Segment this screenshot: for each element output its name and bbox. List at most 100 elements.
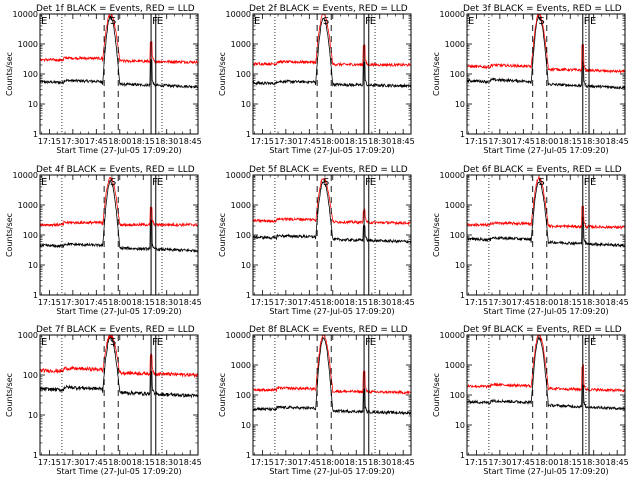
marker-f: F xyxy=(365,337,371,348)
marker-e: E xyxy=(590,337,596,348)
y-tick-label: 10000 xyxy=(13,171,38,180)
x-tick-label: 18:00 xyxy=(321,137,344,146)
x-tick-label: 18:15 xyxy=(132,458,155,467)
y-tick-label: 100 xyxy=(236,391,251,400)
x-tick-label: 17:45 xyxy=(298,298,321,307)
marker-e: E xyxy=(41,16,47,27)
x-tick-label: 18:30 xyxy=(582,137,605,146)
series-lld xyxy=(467,175,625,231)
y-tick-label: 10000 xyxy=(226,10,251,19)
plot-frame xyxy=(39,334,199,456)
x-tick-label: 17:45 xyxy=(298,137,321,146)
x-tick-label: 18:45 xyxy=(392,458,415,467)
y-axis-label: Counts/sec xyxy=(218,373,227,417)
series-lld xyxy=(253,177,411,226)
y-tick-label: 100 xyxy=(236,231,251,240)
series-lld xyxy=(40,177,198,228)
x-tick-label: 18:45 xyxy=(179,137,202,146)
curves xyxy=(40,335,198,399)
x-tick-label: 18:00 xyxy=(108,298,131,307)
panel-title: Det 6f BLACK = Events, RED = LLD xyxy=(463,165,622,175)
x-tick-label: 17:15 xyxy=(251,137,274,146)
x-axis-label: Start Time (27-Jul-05 17:09:20) xyxy=(56,146,181,155)
x-tick-label: 17:15 xyxy=(251,458,274,467)
marker-s: S xyxy=(110,177,116,188)
x-tick-label: 17:15 xyxy=(38,298,61,307)
x-tick-label: 18:45 xyxy=(392,137,415,146)
y-tick-label: 10 xyxy=(28,411,38,420)
x-tick-label: 18:15 xyxy=(559,298,582,307)
y-tick-label: 10 xyxy=(455,100,465,109)
x-axis-label: Start Time (27-Jul-05 17:09:20) xyxy=(56,307,181,316)
y-tick-label: 100 xyxy=(450,70,465,79)
panel-title: Det 1f BLACK = Events, RED = LLD xyxy=(36,4,195,14)
x-tick-label: 17:30 xyxy=(488,298,511,307)
series-events xyxy=(253,179,411,244)
y-axis-label: Counts/sec xyxy=(5,52,14,96)
x-tick-label: 17:45 xyxy=(298,458,321,467)
panel-det-3: Det 3f BLACK = Events, RED = LLD Counts/s… xyxy=(432,4,629,155)
x-tick-label: 17:45 xyxy=(512,298,535,307)
y-tick-label: 1000 xyxy=(231,40,251,49)
y-tick-label: 10 xyxy=(241,100,251,109)
marker-e: E xyxy=(468,16,474,27)
panel-title: Det 4f BLACK = Events, RED = LLD xyxy=(36,165,195,175)
series-lld xyxy=(253,14,411,68)
x-tick-label: 18:45 xyxy=(606,137,629,146)
series-events xyxy=(467,181,625,248)
x-tick-label: 17:30 xyxy=(61,137,84,146)
x-tick-label: 18:15 xyxy=(559,458,582,467)
series-events xyxy=(40,179,198,253)
x-tick-label: 17:30 xyxy=(274,137,297,146)
series-lld xyxy=(40,14,198,65)
marker-f: F xyxy=(152,16,158,27)
x-axis-label: Start Time (27-Jul-05 17:09:20) xyxy=(483,307,608,316)
x-tick-label: 18:30 xyxy=(368,298,391,307)
marker-f: F xyxy=(584,337,590,348)
marker-e: E xyxy=(370,337,376,348)
y-axis-label: Counts/sec xyxy=(5,213,14,257)
x-tick-label: 18:00 xyxy=(108,137,131,146)
x-tick-label: 18:45 xyxy=(606,458,629,467)
curves xyxy=(467,14,625,90)
y-axis-label: Counts/sec xyxy=(218,213,227,257)
plot-frame xyxy=(39,13,199,135)
x-tick-label: 18:00 xyxy=(321,458,344,467)
x-tick-label: 18:15 xyxy=(345,137,368,146)
panel-title: Det 5f BLACK = Events, RED = LLD xyxy=(249,165,408,175)
marker-s: S xyxy=(110,337,116,348)
x-tick-label: 17:30 xyxy=(61,458,84,467)
marker-s: S xyxy=(323,177,329,188)
marker-s: S xyxy=(538,177,544,188)
plot-frame xyxy=(252,174,412,296)
marker-e: E xyxy=(370,16,376,27)
marker-f: F xyxy=(152,177,158,188)
marker-e: E xyxy=(370,177,376,188)
y-tick-label: 10 xyxy=(241,421,251,430)
x-tick-label: 18:15 xyxy=(559,137,582,146)
y-tick-label: 10000 xyxy=(440,10,465,19)
y-tick-label: 1000 xyxy=(231,201,251,210)
y-tick-label: 100 xyxy=(450,231,465,240)
y-axis-label: Counts/sec xyxy=(432,373,441,417)
x-tick-label: 18:30 xyxy=(155,458,178,467)
y-tick-label: 10 xyxy=(455,421,465,430)
marker-f: F xyxy=(584,177,590,188)
y-tick-label: 1000 xyxy=(18,40,38,49)
y-tick-label: 1 xyxy=(33,291,38,300)
x-axis-label: Start Time (27-Jul-05 17:09:20) xyxy=(483,467,608,476)
series-events xyxy=(253,336,411,416)
curves xyxy=(40,177,198,253)
marker-e: E xyxy=(590,177,596,188)
y-tick-label: 1 xyxy=(246,291,251,300)
x-tick-label: 18:00 xyxy=(108,458,131,467)
curves xyxy=(467,335,625,411)
series-events xyxy=(40,14,198,89)
x-tick-label: 17:45 xyxy=(85,458,108,467)
series-lld xyxy=(40,335,198,379)
y-tick-label: 1000 xyxy=(445,201,465,210)
x-tick-label: 18:15 xyxy=(132,298,155,307)
x-axis-label: Start Time (27-Jul-05 17:09:20) xyxy=(269,307,394,316)
x-tick-label: 18:30 xyxy=(582,458,605,467)
x-tick-label: 17:15 xyxy=(465,137,488,146)
